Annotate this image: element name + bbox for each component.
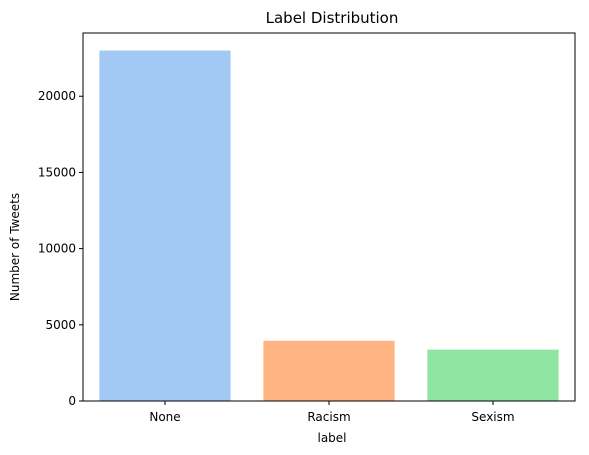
bars-group xyxy=(99,50,559,402)
y-tick-label: 15000 xyxy=(38,165,76,179)
x-axis: None Racism Sexism xyxy=(149,401,515,424)
y-tick-label: 10000 xyxy=(38,242,76,256)
plot-frame xyxy=(82,32,576,402)
chart-title: Label Distribution xyxy=(266,9,399,27)
y-tick-label: 20000 xyxy=(38,89,76,103)
x-tick-label: None xyxy=(149,410,180,424)
y-axis: 0 5000 10000 15000 20000 xyxy=(38,89,83,408)
bar-racism xyxy=(263,340,395,401)
bar-sexism xyxy=(427,349,559,401)
x-tick-label: Racism xyxy=(307,410,350,424)
x-axis-label: label xyxy=(317,431,346,445)
x-tick-label: Sexism xyxy=(471,410,514,424)
y-tick-label: 0 xyxy=(68,394,76,408)
y-axis-label: Number of Tweets xyxy=(8,193,22,301)
y-tick-label: 5000 xyxy=(45,318,76,332)
bar-none xyxy=(99,50,231,402)
